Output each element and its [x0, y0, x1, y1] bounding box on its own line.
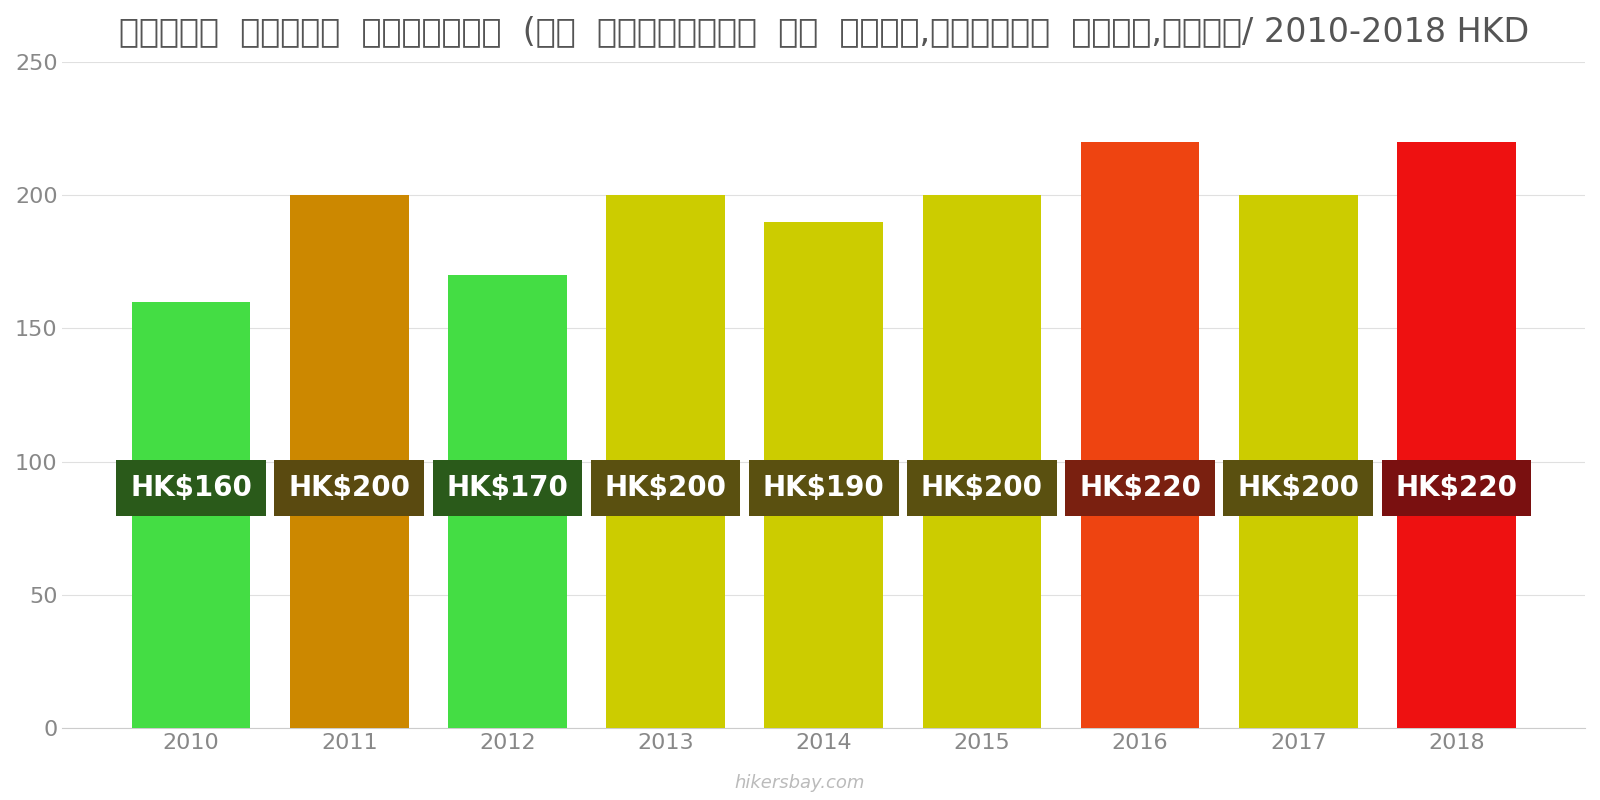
Text: HK$200: HK$200 — [1237, 474, 1360, 502]
Text: HK$200: HK$200 — [605, 474, 726, 502]
Bar — [448, 275, 566, 728]
Bar — [606, 195, 725, 728]
Bar — [765, 222, 883, 728]
Bar — [1080, 142, 1200, 728]
Text: hikersbay.com: hikersbay.com — [734, 774, 866, 792]
Bar — [1238, 195, 1358, 728]
Text: HK$160: HK$160 — [130, 474, 251, 502]
Text: HK$200: HK$200 — [922, 474, 1043, 502]
Bar — [1397, 142, 1515, 728]
Bar — [131, 302, 250, 728]
Bar — [290, 195, 408, 728]
Text: HK$170: HK$170 — [446, 474, 568, 502]
Text: HK$200: HK$200 — [288, 474, 410, 502]
Text: HK$220: HK$220 — [1078, 474, 1202, 502]
Text: HK$220: HK$220 — [1395, 474, 1517, 502]
Bar — [923, 195, 1042, 728]
Title: हॉन्ग  कॉन्ग  इंटरनेट  (๠०  एमबीपीएस  या  अधिक,असीमित  डेटा,केबल/ 2010-2018 HKD: हॉन्ग कॉन्ग इंटरनेट (๠० एमबीपीएस या अधिक… — [118, 15, 1530, 48]
Text: HK$190: HK$190 — [763, 474, 885, 502]
